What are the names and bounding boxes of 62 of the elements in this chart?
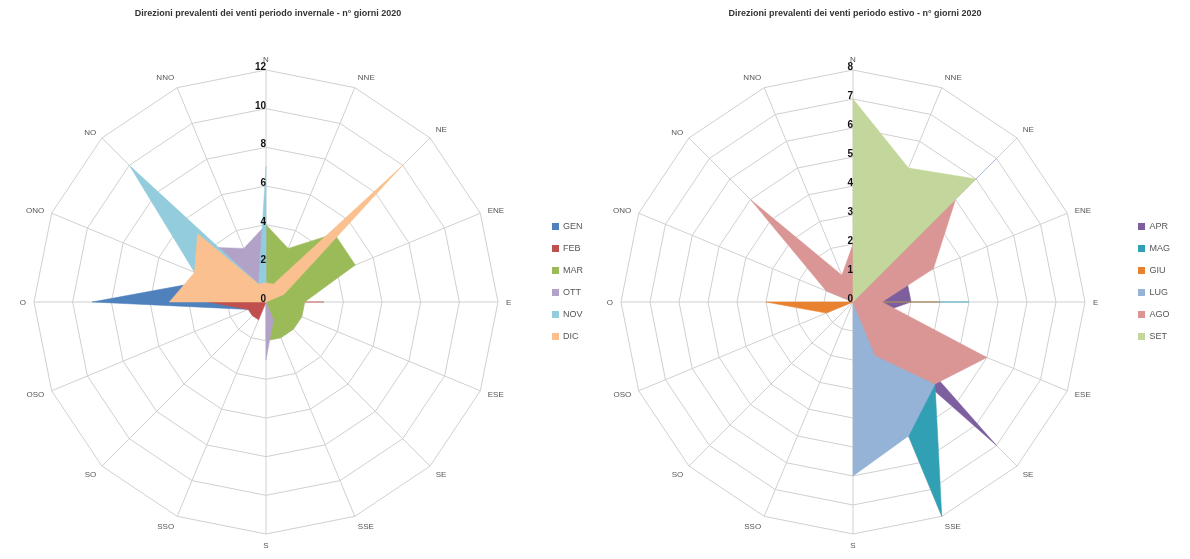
spoke-label: NNO (743, 73, 762, 83)
chart-title: Direzioni prevalenti dei venti periodo estivo - n° giorni 2020 (727, 8, 983, 18)
y-tick-label: 1 (847, 264, 854, 275)
y-tick-label: 8 (260, 138, 267, 150)
spoke-label: NO (671, 128, 684, 138)
legend-label: APR (1149, 220, 1168, 231)
spoke-label: SSE (944, 522, 961, 532)
chart-title: Direzioni prevalenti dei venti periodo invernale - n° giorni 2020 (133, 8, 403, 18)
spoke-label: E (1093, 297, 1099, 307)
legend-label: OTT (563, 286, 581, 297)
spoke-label: ENE (1074, 206, 1092, 215)
y-tick-label: 4 (260, 215, 267, 227)
spoke-label: N (850, 55, 857, 64)
y-tick-label: 10 (254, 99, 267, 111)
spoke-label: NE (435, 125, 447, 135)
y-tick-label: 2 (847, 235, 854, 246)
y-tick-label: 2 (260, 254, 267, 266)
y-tick-label: 0 (847, 293, 854, 304)
spoke-label: O (606, 297, 613, 307)
spoke-label: OSO (613, 389, 632, 399)
y-tick-label: 5 (847, 148, 854, 159)
spoke-label: E (506, 297, 512, 307)
y-tick-label: 6 (260, 177, 267, 188)
legend-label: MAR (563, 264, 583, 275)
spoke-label: SSO (157, 522, 175, 532)
y-tick-label: 6 (847, 119, 854, 130)
y-tick-label: 7 (847, 90, 854, 101)
legend-label: GIU (1149, 264, 1166, 275)
spoke-label: O (19, 297, 26, 307)
legend-label: SET (1149, 330, 1167, 341)
y-tick-label: 4 (847, 177, 854, 188)
spoke-label: S (263, 540, 269, 550)
spoke-label: S (850, 540, 856, 550)
spoke-label: OSO (26, 389, 45, 399)
legend-label: MAG (1149, 242, 1170, 253)
y-tick-label: 8 (847, 61, 854, 72)
y-tick-label: 3 (847, 206, 854, 217)
legend-label: DIC (563, 330, 579, 341)
legend-label: AGO (1149, 308, 1170, 319)
spoke-label: SO (671, 470, 684, 480)
spoke-label: SO (84, 470, 97, 480)
spoke-label: SE (1022, 470, 1034, 480)
spoke-label: ENE (487, 206, 505, 215)
legend-label: LUG (1149, 286, 1168, 297)
legend-label: GEN (563, 220, 583, 231)
spoke-label: ONO (26, 206, 45, 215)
y-tick-label: 12 (254, 61, 267, 72)
spoke-label: ESE (487, 389, 504, 399)
spoke-label: ONO (613, 206, 632, 215)
spoke-label: NE (1022, 125, 1034, 135)
spoke-label: NNO (156, 73, 175, 83)
spoke-label: NO (84, 128, 97, 138)
y-tick-label: 0 (260, 293, 267, 304)
legend-label: FEB (563, 242, 581, 253)
spoke-label: N (263, 55, 270, 64)
spoke-label: SSO (744, 522, 762, 532)
spoke-label: SE (435, 470, 447, 480)
spoke-label: NNE (357, 73, 375, 83)
spoke-label: NNE (944, 73, 962, 83)
spoke-label: ESE (1074, 389, 1091, 399)
legend-label: NOV (563, 308, 583, 319)
spoke-label: SSE (357, 522, 374, 532)
